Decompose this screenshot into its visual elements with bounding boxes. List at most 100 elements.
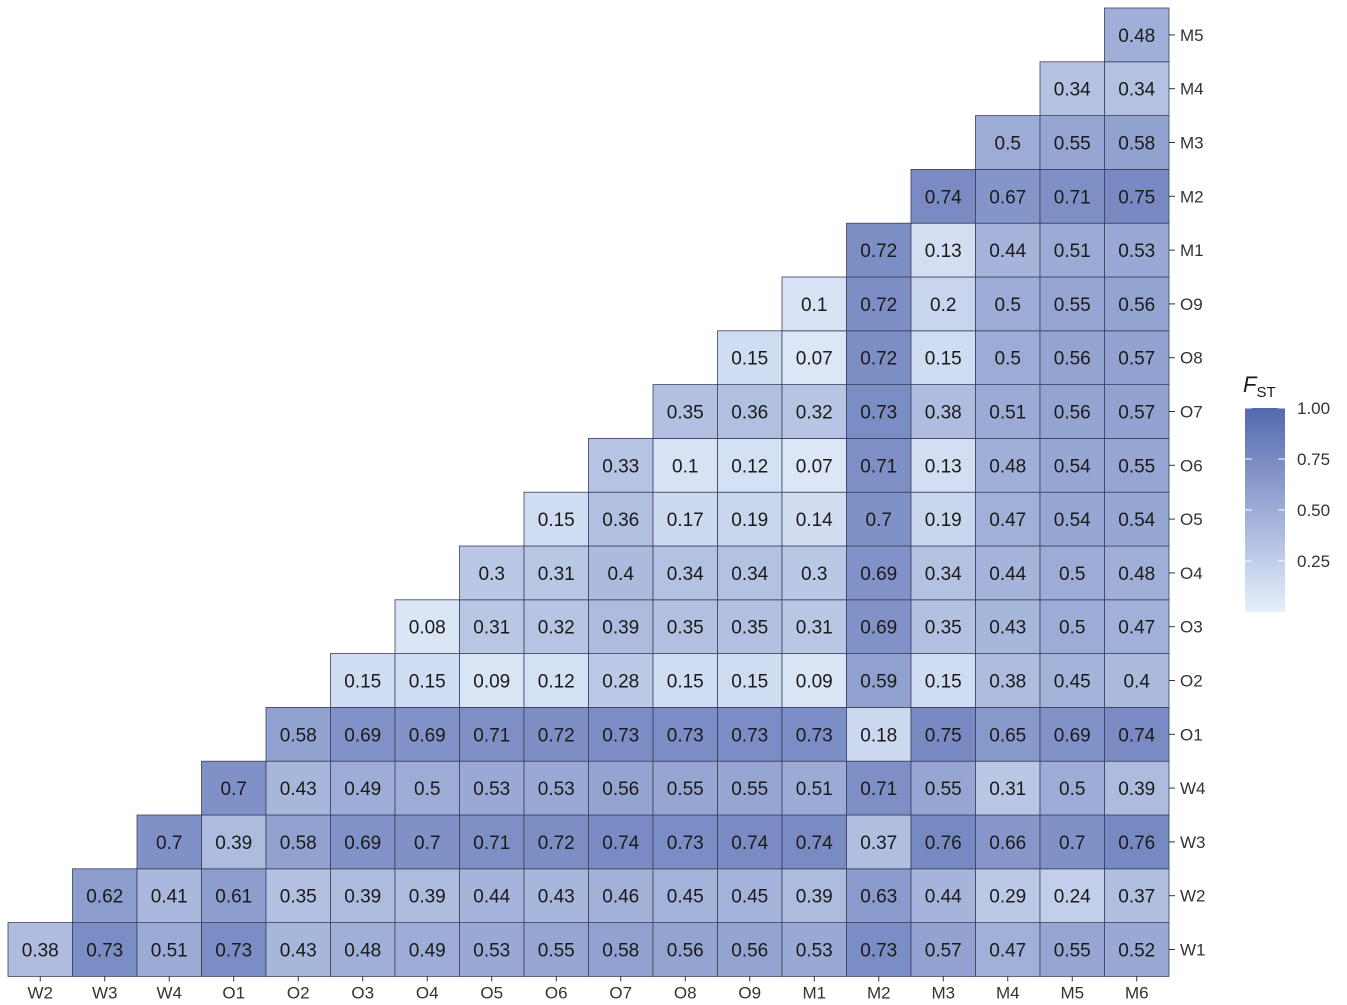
cell-value-label: 0.72 xyxy=(860,295,897,316)
x-tick-label: W2 xyxy=(28,983,54,1002)
legend-title: FST xyxy=(1243,372,1276,401)
heatmap-cell xyxy=(1104,222,1170,278)
cell-value-label: 0.71 xyxy=(473,725,510,746)
heatmap-cell xyxy=(846,384,912,439)
cell-value-label: 0.73 xyxy=(860,941,897,962)
heatmap-cell xyxy=(717,922,783,977)
legend-tick-label: 0.25 xyxy=(1297,552,1330,571)
cell-value-label: 0.72 xyxy=(860,349,897,370)
heatmap-cell xyxy=(910,437,976,493)
heatmap-cell xyxy=(523,760,589,816)
heatmap-cell xyxy=(975,922,1041,977)
heatmap-cell xyxy=(846,491,912,547)
heatmap-cell xyxy=(1039,384,1105,439)
cell-value-label: 0.57 xyxy=(925,941,962,962)
cell-value-label: 0.15 xyxy=(667,672,704,693)
cell-value-label: 0.36 xyxy=(731,403,768,424)
heatmap-cell xyxy=(975,330,1041,385)
cell-value-label: 0.4 xyxy=(1124,672,1151,693)
cell-value-label: 0.19 xyxy=(731,510,768,531)
cell-value-label: 0.73 xyxy=(667,725,704,746)
cell-value-label: 0.58 xyxy=(602,941,639,962)
heatmap-cell xyxy=(1039,168,1105,224)
cell-value-label: 0.48 xyxy=(1118,564,1155,585)
cell-value-label: 0.35 xyxy=(667,618,704,639)
x-tick-label: W3 xyxy=(92,983,118,1002)
heatmap-cell xyxy=(1039,814,1105,870)
x-tick-label: O8 xyxy=(674,983,697,1002)
cell-value-label: 0.15 xyxy=(925,349,962,370)
cell-value-label: 0.34 xyxy=(1118,80,1155,101)
y-tick-label: W1 xyxy=(1180,941,1206,960)
cell-value-label: 0.47 xyxy=(1118,618,1155,639)
cell-value-label: 0.09 xyxy=(796,672,833,693)
cell-value-label: 0.53 xyxy=(473,779,510,800)
heatmap-cell xyxy=(975,276,1041,332)
heatmap-cell xyxy=(1104,599,1170,654)
heatmap-cell xyxy=(523,653,589,708)
cell-value-label: 0.38 xyxy=(989,672,1026,693)
x-tick-label: M3 xyxy=(931,983,955,1002)
cell-value-label: 0.36 xyxy=(602,510,639,531)
cell-value-label: 0.13 xyxy=(925,456,962,477)
x-tick-label: M5 xyxy=(1060,983,1084,1002)
heatmap-cell xyxy=(910,276,976,332)
heatmap-cell xyxy=(652,599,718,654)
y-tick-label: O8 xyxy=(1180,349,1203,368)
cell-value-label: 0.31 xyxy=(796,618,833,639)
cell-value-label: 0.62 xyxy=(86,887,123,908)
heatmap-cell xyxy=(1104,115,1170,170)
cell-value-label: 0.34 xyxy=(925,564,962,585)
heatmap-cell xyxy=(1104,868,1170,923)
cell-value-label: 0.74 xyxy=(602,833,639,854)
x-tick-label: M6 xyxy=(1125,983,1149,1002)
cell-value-label: 0.12 xyxy=(731,456,768,477)
y-tick-label: O6 xyxy=(1180,456,1203,475)
y-tick-label: M1 xyxy=(1180,241,1204,260)
cell-value-label: 0.07 xyxy=(796,349,833,370)
cell-value-label: 0.34 xyxy=(667,564,704,585)
cell-value-label: 0.31 xyxy=(989,779,1026,800)
heatmap-cell xyxy=(1104,545,1170,601)
cell-value-label: 0.49 xyxy=(344,779,381,800)
heatmap-cell xyxy=(652,707,718,762)
cell-value-label: 0.56 xyxy=(667,941,704,962)
cell-value-label: 0.55 xyxy=(538,941,575,962)
cell-value-label: 0.72 xyxy=(860,241,897,262)
heatmap-cell xyxy=(910,545,976,601)
heatmap-cell xyxy=(588,545,654,601)
heatmap-cell xyxy=(588,599,654,654)
heatmap-cell xyxy=(588,491,654,547)
heatmap-cell xyxy=(1104,437,1170,493)
heatmap-cell xyxy=(652,653,718,708)
cell-value-label: 0.24 xyxy=(1054,887,1091,908)
cell-value-label: 0.17 xyxy=(667,510,704,531)
heatmap-cell xyxy=(717,491,783,547)
cell-value-label: 0.32 xyxy=(538,618,575,639)
cell-value-label: 0.45 xyxy=(667,887,704,908)
heatmap-cell xyxy=(717,760,783,816)
cell-value-label: 0.14 xyxy=(796,510,833,531)
cell-value-label: 0.7 xyxy=(866,510,892,531)
heatmap-cell xyxy=(1039,599,1105,654)
cell-value-label: 0.43 xyxy=(538,887,575,908)
cell-value-label: 0.39 xyxy=(796,887,833,908)
heatmap-cell xyxy=(1104,384,1170,439)
heatmap-cell xyxy=(846,814,912,870)
heatmap-cell xyxy=(523,814,589,870)
heatmap-cell xyxy=(394,814,460,870)
cell-value-label: 0.31 xyxy=(473,618,510,639)
cell-value-label: 0.73 xyxy=(86,941,123,962)
legend-title-sub: ST xyxy=(1256,384,1275,401)
cell-value-label: 0.39 xyxy=(215,833,252,854)
heatmap-cell xyxy=(846,653,912,708)
cell-value-label: 0.1 xyxy=(801,295,827,316)
cell-value-label: 0.76 xyxy=(1118,833,1155,854)
cell-value-label: 0.55 xyxy=(1054,134,1091,155)
cell-value-label: 0.08 xyxy=(409,618,446,639)
cell-value-label: 0.12 xyxy=(538,672,575,693)
heatmap-cell xyxy=(781,653,847,708)
heatmap-cell xyxy=(781,760,847,816)
cell-value-label: 0.4 xyxy=(608,564,635,585)
